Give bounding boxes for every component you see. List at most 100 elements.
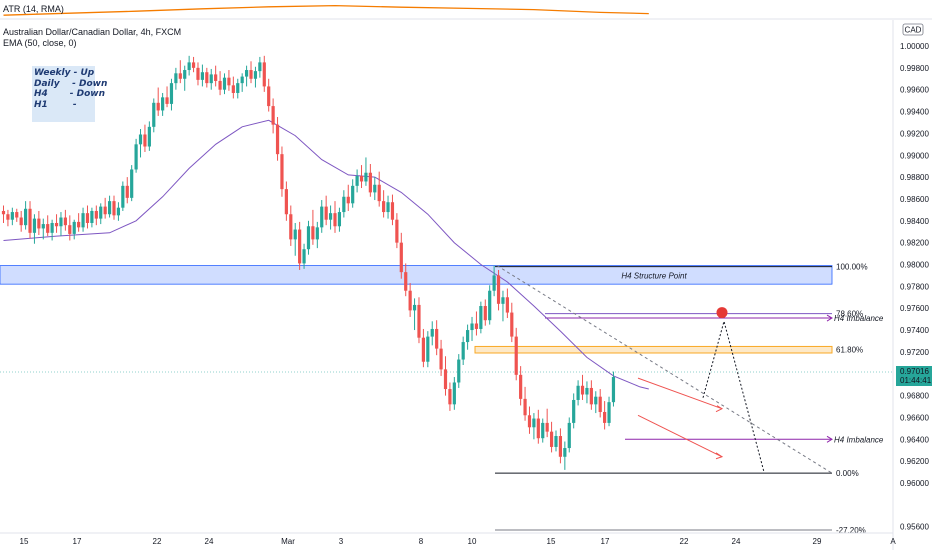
y-tick-label: 1.00000 (900, 42, 929, 51)
y-tick-label: 0.97800 (900, 282, 929, 291)
candle-body (311, 226, 315, 240)
candle-body (408, 290, 412, 311)
candle-body (191, 62, 196, 68)
candle-body (161, 97, 165, 111)
candle-body (28, 208, 32, 233)
candle-body (258, 62, 262, 72)
candle-body (32, 218, 37, 233)
candle-body (138, 134, 143, 145)
candle-body (443, 369, 448, 390)
candle-body (63, 217, 67, 226)
candle-body (183, 70, 187, 79)
candle-body (359, 176, 364, 182)
candle-body (404, 272, 408, 291)
candle-body (1, 210, 6, 215)
y-tick-label: 0.96800 (900, 392, 929, 401)
candle-body (364, 172, 368, 182)
candle-body (580, 385, 585, 395)
y-tick-label: 0.96600 (900, 413, 929, 422)
candle-body (426, 336, 430, 362)
candle-body (6, 214, 10, 220)
y-tick-label: 0.97400 (900, 326, 929, 335)
candle-body (390, 202, 395, 220)
candle-body (147, 126, 151, 147)
candle-body (421, 337, 425, 362)
candle-body (377, 184, 381, 202)
candle-body (227, 77, 231, 86)
candle-body (15, 212, 19, 218)
candle-body (121, 185, 125, 208)
candle-body (236, 83, 240, 93)
x-tick-label: 24 (205, 537, 214, 546)
candle-body (492, 275, 496, 291)
y-tick-label: 0.99000 (900, 151, 929, 160)
candle-body (510, 312, 514, 337)
x-tick-label: 22 (680, 537, 689, 546)
candle-body (143, 134, 147, 147)
candle-body (576, 385, 580, 400)
candle-body (474, 323, 479, 329)
candle-body (152, 102, 156, 127)
candle-body (501, 297, 505, 304)
candle-body (536, 418, 540, 439)
y-tick-label: 0.98800 (900, 173, 929, 182)
channel-bottom (637, 414, 723, 458)
candle-body (412, 304, 417, 311)
candle-body (545, 422, 549, 432)
y-tick-label: 0.96400 (900, 435, 929, 444)
candle-body (607, 402, 611, 423)
candle-body (10, 212, 14, 220)
candle-body (554, 436, 558, 447)
candle-body (72, 221, 76, 234)
candle-body (337, 212, 342, 227)
x-tick-label: Mar (281, 537, 295, 546)
candle-body (558, 436, 563, 457)
candle-body (320, 206, 324, 228)
fib-label: 61.80% (836, 346, 863, 355)
candle-body (382, 201, 386, 213)
candle-body (77, 221, 81, 228)
y-tick-label: 0.96000 (900, 479, 929, 488)
y-tick-label: 0.99400 (900, 108, 929, 117)
candle-body (496, 275, 501, 304)
candle-body (328, 213, 333, 220)
bias-note-daily: Daily - Down (34, 78, 108, 89)
candle-body (368, 172, 372, 193)
candle-body (505, 297, 509, 313)
bias-note: Weekly - Up Daily - Down H4 - Down H1 - (32, 66, 108, 122)
candle-body (298, 229, 302, 264)
fib-label: 100.00% (836, 263, 868, 272)
price-badge-value: 0.97016 (900, 367, 929, 376)
candle-body (41, 224, 45, 229)
candle-body (125, 185, 129, 198)
candle-body (24, 208, 28, 226)
candle-body (598, 396, 602, 412)
candle-body (355, 176, 359, 186)
candle-body (439, 348, 443, 370)
atr-indicator-label: ATR (14, RMA) (3, 4, 64, 14)
candle-body (271, 106, 275, 125)
candle-body (280, 154, 284, 190)
candle-body (351, 185, 355, 204)
bias-note-h1: H1 - (34, 99, 77, 110)
candle-body (549, 431, 554, 447)
x-tick-label: 8 (419, 537, 424, 546)
candle-body (174, 73, 178, 84)
y-tick-label: 0.96200 (900, 457, 929, 466)
candle-body (187, 62, 191, 71)
candle-body (205, 72, 209, 84)
candle-body (324, 206, 328, 220)
candle-body (417, 304, 421, 338)
candle-body (46, 224, 50, 233)
x-tick-label: 10 (468, 537, 477, 546)
x-tick-label: 17 (73, 537, 82, 546)
candle-body (435, 328, 439, 349)
candle-body (293, 229, 297, 240)
candle-body (253, 71, 258, 79)
channel-top (637, 377, 723, 410)
candle-body (514, 336, 518, 375)
candle-body (178, 73, 182, 79)
candle-body (267, 86, 271, 107)
candle-body (94, 210, 98, 219)
